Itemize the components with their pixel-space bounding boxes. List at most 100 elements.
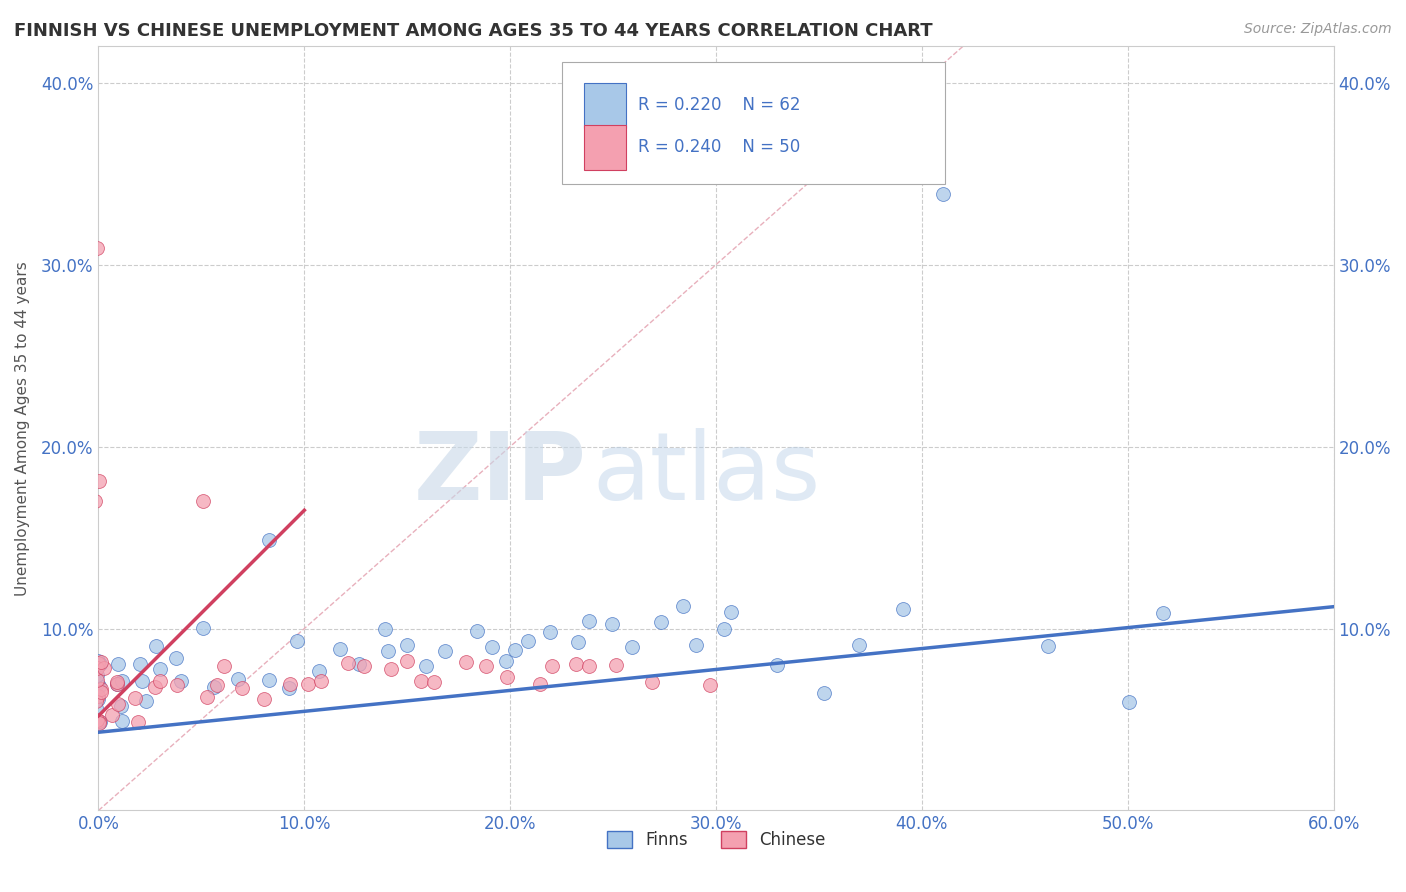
Point <box>86 241 108 255</box>
Point <box>107 697 129 711</box>
Point <box>328 642 350 657</box>
Point <box>278 676 301 690</box>
Point <box>87 692 110 706</box>
Point <box>87 474 110 488</box>
Point <box>347 657 370 671</box>
Point <box>107 657 129 671</box>
Point <box>110 673 132 688</box>
Point <box>848 638 870 652</box>
Point <box>278 681 301 695</box>
Point <box>127 714 149 729</box>
Point <box>80 672 103 686</box>
Point <box>202 680 225 694</box>
Point <box>86 676 108 690</box>
Point <box>517 634 540 648</box>
Point <box>124 690 146 705</box>
Point <box>86 654 108 668</box>
Point <box>891 601 914 615</box>
Point <box>605 658 627 673</box>
Point <box>713 622 735 636</box>
Point <box>89 715 111 730</box>
Point <box>1152 606 1174 620</box>
Point <box>699 678 721 692</box>
Point <box>285 634 308 648</box>
Point <box>76 673 98 688</box>
Point <box>226 672 249 686</box>
Point <box>110 699 132 714</box>
Point <box>766 658 789 673</box>
Point <box>467 624 489 638</box>
Point <box>105 676 128 690</box>
Point <box>105 677 128 691</box>
Point <box>641 675 664 690</box>
Point <box>87 716 110 731</box>
Point <box>423 675 446 690</box>
Y-axis label: Unemployment Among Ages 35 to 44 years: Unemployment Among Ages 35 to 44 years <box>15 261 30 596</box>
Point <box>86 661 108 675</box>
Point <box>578 614 600 628</box>
Text: R = 0.240    N = 50: R = 0.240 N = 50 <box>638 138 800 156</box>
Point <box>86 714 108 728</box>
Point <box>578 659 600 673</box>
Point <box>90 681 112 696</box>
Point <box>813 686 835 700</box>
Point <box>456 655 478 669</box>
Point <box>396 638 419 652</box>
Point <box>503 643 526 657</box>
Point <box>87 656 110 670</box>
Point <box>1038 639 1060 653</box>
Point <box>135 694 157 708</box>
Point <box>259 533 281 547</box>
Point <box>90 656 112 670</box>
Point <box>84 694 107 708</box>
Point <box>396 654 419 668</box>
Point <box>86 713 108 727</box>
Point <box>380 662 402 676</box>
Point <box>231 681 253 695</box>
Point <box>86 700 108 714</box>
Point <box>411 674 433 689</box>
Point <box>336 656 359 670</box>
FancyBboxPatch shape <box>561 62 945 184</box>
Point <box>145 680 167 694</box>
Point <box>191 621 214 635</box>
Point <box>89 657 111 672</box>
Point <box>374 622 396 636</box>
Point <box>481 640 503 654</box>
Point <box>496 670 519 684</box>
Text: ZIP: ZIP <box>413 428 586 520</box>
Point <box>564 657 586 672</box>
Text: Source: ZipAtlas.com: Source: ZipAtlas.com <box>1244 22 1392 37</box>
Point <box>87 714 110 728</box>
FancyBboxPatch shape <box>583 83 626 128</box>
Point <box>90 685 112 699</box>
Point <box>475 658 498 673</box>
Point <box>685 638 707 652</box>
Point <box>83 674 105 689</box>
Point <box>149 674 172 689</box>
Point <box>84 494 107 508</box>
Point <box>166 678 188 692</box>
Point <box>621 640 644 655</box>
Point <box>207 678 229 692</box>
Legend: Finns, Chinese: Finns, Chinese <box>600 824 832 855</box>
Point <box>107 675 129 690</box>
Point <box>932 186 955 201</box>
Point <box>353 659 375 673</box>
Point <box>529 676 551 690</box>
Point <box>600 616 623 631</box>
Point <box>170 674 193 689</box>
Point <box>297 677 319 691</box>
Point <box>540 658 562 673</box>
Point <box>720 605 742 619</box>
Point <box>377 643 399 657</box>
Point <box>195 690 218 704</box>
Point <box>253 691 276 706</box>
Point <box>101 708 124 723</box>
Point <box>128 657 150 672</box>
Point <box>434 644 457 658</box>
Text: atlas: atlas <box>592 428 821 520</box>
Point <box>86 667 108 681</box>
Point <box>165 651 187 665</box>
Point <box>309 674 332 689</box>
